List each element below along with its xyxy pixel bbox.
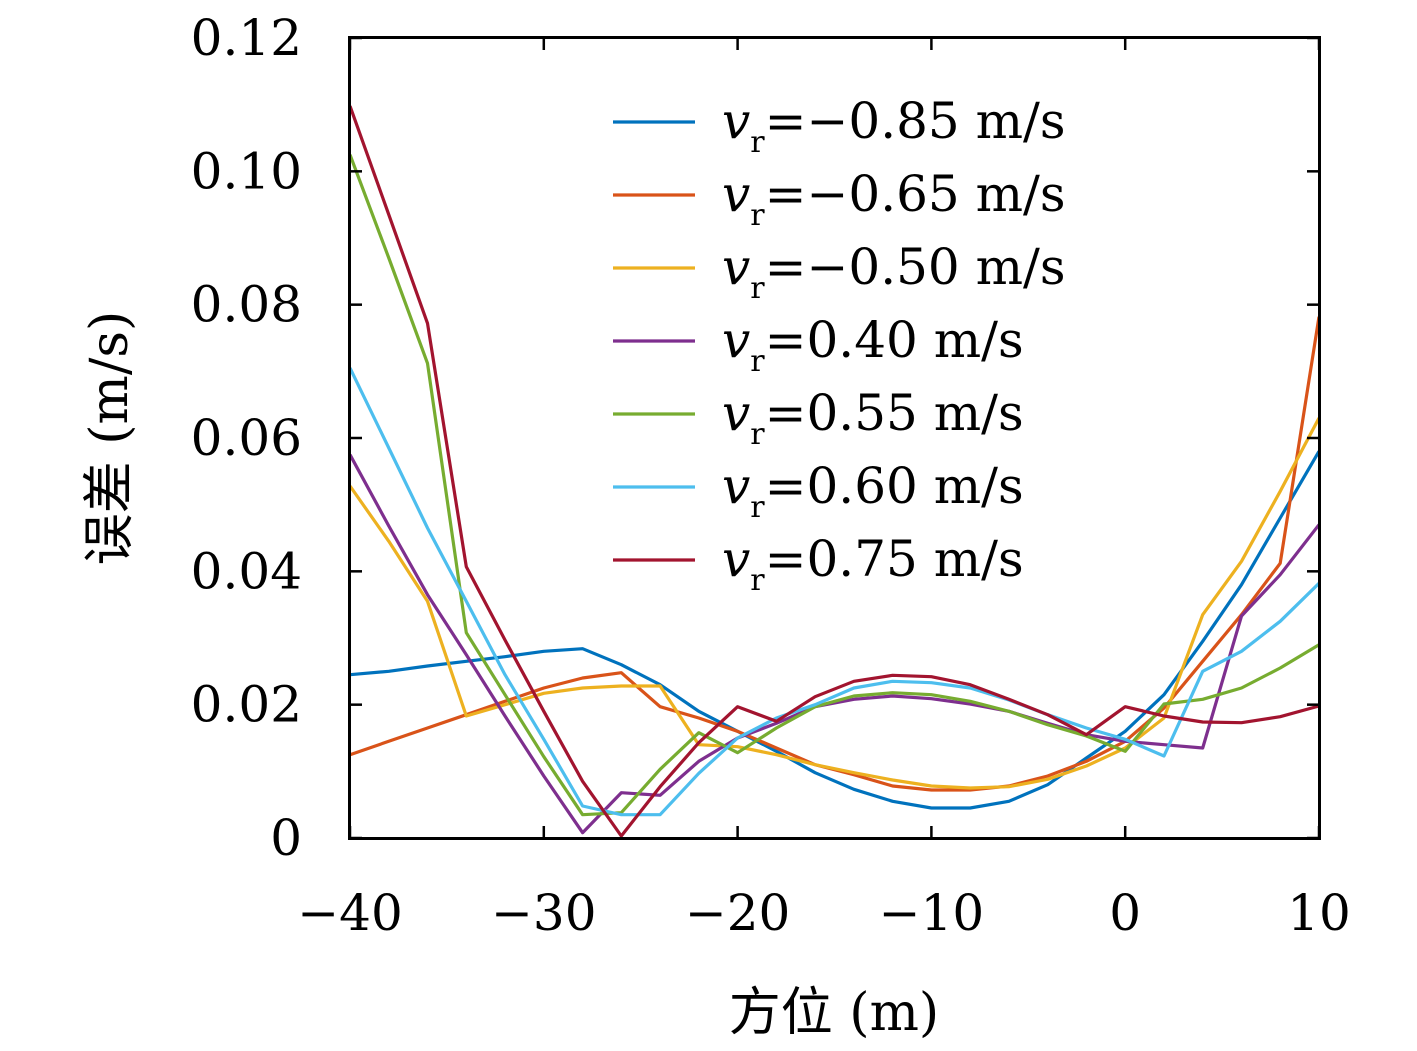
y-tick-label: 0 xyxy=(270,809,302,867)
plot-frame xyxy=(348,36,1321,840)
legend-label-5: vr=0.55 m/s xyxy=(722,384,1024,452)
legend-label-6: vr=0.60 m/s xyxy=(722,457,1024,525)
legend-label-4: vr=0.40 m/s xyxy=(722,311,1024,379)
x-tick-label: 0 xyxy=(1109,884,1141,942)
y-tick-label: 0.04 xyxy=(191,542,302,600)
series-line-1 xyxy=(349,450,1321,810)
y-tick-label: 0.08 xyxy=(191,276,302,334)
series-line-7 xyxy=(348,105,1320,838)
x-tick-label: −10 xyxy=(879,884,985,942)
legend-label-1: vr=−0.85 m/s xyxy=(722,92,1066,160)
series-line-5 xyxy=(348,154,1320,817)
x-tick-label: 10 xyxy=(1287,884,1351,942)
legend-label-2: vr=−0.65 m/s xyxy=(722,165,1066,233)
series-line-6 xyxy=(348,367,1321,817)
x-tick-label: −20 xyxy=(685,884,791,942)
ticks-layer xyxy=(348,36,1321,840)
legend: vr=−0.85 m/svr=−0.65 m/svr=−0.50 m/svr=0… xyxy=(613,92,1066,598)
x-tick-label: −40 xyxy=(297,884,403,942)
y-tick-label: 0.10 xyxy=(191,142,302,200)
tick-labels: −40 −30 −20 −10 0 10 0 0.02 0.04 0.06 0.08 0.10 0.12 xyxy=(191,9,1351,942)
y-tick-label: 0.02 xyxy=(191,676,302,734)
y-axis-title: 误差 (m/s) xyxy=(80,311,140,566)
legend-label-7: vr=0.75 m/s xyxy=(722,530,1024,598)
y-tick-label: 0.12 xyxy=(191,9,302,67)
series-layer xyxy=(348,105,1321,838)
y-tick-label: 0.06 xyxy=(191,409,302,467)
legend-label-3: vr=−0.50 m/s xyxy=(722,238,1066,306)
x-tick-label: −30 xyxy=(491,884,597,942)
x-axis-title: 方位 (m) xyxy=(729,983,939,1043)
